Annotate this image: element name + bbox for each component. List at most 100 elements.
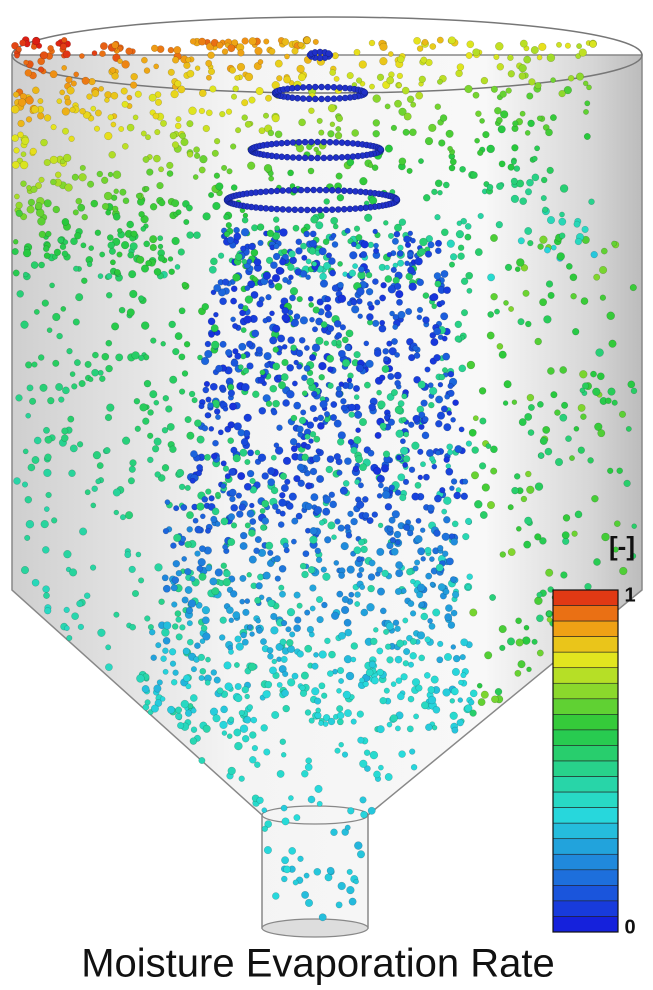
- particle: [224, 231, 230, 237]
- particle: [327, 671, 333, 677]
- particle: [415, 258, 423, 266]
- particle: [565, 436, 571, 442]
- particle: [359, 567, 364, 572]
- particle: [241, 438, 248, 445]
- particle: [304, 873, 309, 878]
- particle: [576, 43, 581, 48]
- particle: [245, 694, 250, 699]
- particle: [71, 384, 77, 390]
- particle: [562, 532, 569, 539]
- particle: [499, 645, 505, 651]
- particle: [296, 144, 304, 152]
- particle: [443, 182, 449, 188]
- particle: [369, 661, 376, 668]
- particle: [235, 127, 241, 133]
- particle: [520, 111, 525, 116]
- particle: [346, 330, 353, 337]
- particle: [155, 564, 163, 572]
- particle: [337, 719, 343, 725]
- particle: [130, 243, 138, 251]
- particle: [309, 302, 314, 307]
- particle: [72, 613, 79, 620]
- particle: [373, 229, 378, 234]
- particle: [44, 469, 52, 477]
- particle: [176, 469, 184, 477]
- ring-particle: [321, 155, 327, 161]
- particle: [377, 74, 384, 81]
- particle: [277, 425, 283, 431]
- particle: [361, 546, 368, 553]
- particle: [18, 120, 25, 127]
- particle: [136, 675, 144, 683]
- particle: [235, 253, 242, 260]
- particle: [539, 299, 546, 306]
- particle: [203, 125, 210, 132]
- particle: [447, 411, 452, 416]
- particle: [14, 478, 21, 485]
- particle: [377, 493, 382, 498]
- particle: [403, 618, 408, 623]
- ring-particle: [311, 207, 317, 213]
- particle: [437, 79, 442, 84]
- particle: [308, 108, 314, 114]
- particle: [65, 184, 73, 192]
- ring-particle: [315, 155, 321, 161]
- particle: [445, 605, 452, 612]
- particle: [369, 40, 375, 46]
- particle: [264, 164, 272, 172]
- particle: [524, 541, 531, 548]
- particle: [301, 375, 307, 381]
- particle: [251, 717, 257, 723]
- particle: [144, 241, 150, 247]
- particle: [31, 262, 38, 269]
- particle: [360, 177, 368, 185]
- particle: [287, 608, 295, 616]
- particle: [417, 315, 422, 320]
- particle: [537, 401, 543, 407]
- particle: [547, 617, 552, 622]
- particle: [597, 373, 604, 380]
- particle: [231, 185, 237, 191]
- particle: [328, 383, 334, 389]
- ring-particle: [311, 187, 317, 193]
- particle: [417, 548, 425, 556]
- particle: [75, 293, 83, 301]
- particle: [446, 468, 453, 475]
- particle: [233, 454, 241, 462]
- particle: [262, 500, 269, 507]
- particle: [287, 264, 294, 271]
- particle: [596, 349, 604, 357]
- particle: [425, 724, 432, 731]
- particle: [14, 53, 19, 58]
- particle: [487, 501, 495, 509]
- particle: [305, 503, 312, 510]
- particle: [283, 457, 291, 465]
- particle: [428, 618, 433, 623]
- particle: [337, 194, 344, 201]
- particle: [432, 464, 437, 469]
- particle: [335, 519, 341, 525]
- particle: [512, 121, 518, 127]
- particle: [407, 96, 414, 103]
- particle: [375, 300, 381, 306]
- particle: [357, 711, 364, 718]
- particle: [280, 473, 287, 480]
- particle: [233, 611, 240, 618]
- particle: [497, 343, 503, 349]
- particle: [76, 198, 82, 204]
- particle: [64, 550, 72, 558]
- particle: [428, 402, 434, 408]
- particle: [598, 430, 605, 437]
- particle: [152, 445, 159, 452]
- particle: [467, 361, 475, 369]
- particle: [403, 455, 410, 462]
- particle: [494, 107, 501, 114]
- particle: [429, 387, 437, 395]
- particle: [130, 460, 137, 467]
- particle: [353, 385, 360, 392]
- particle: [336, 173, 343, 180]
- particle: [122, 143, 128, 149]
- particle: [85, 490, 90, 495]
- particle: [245, 121, 251, 127]
- particle: [389, 517, 396, 524]
